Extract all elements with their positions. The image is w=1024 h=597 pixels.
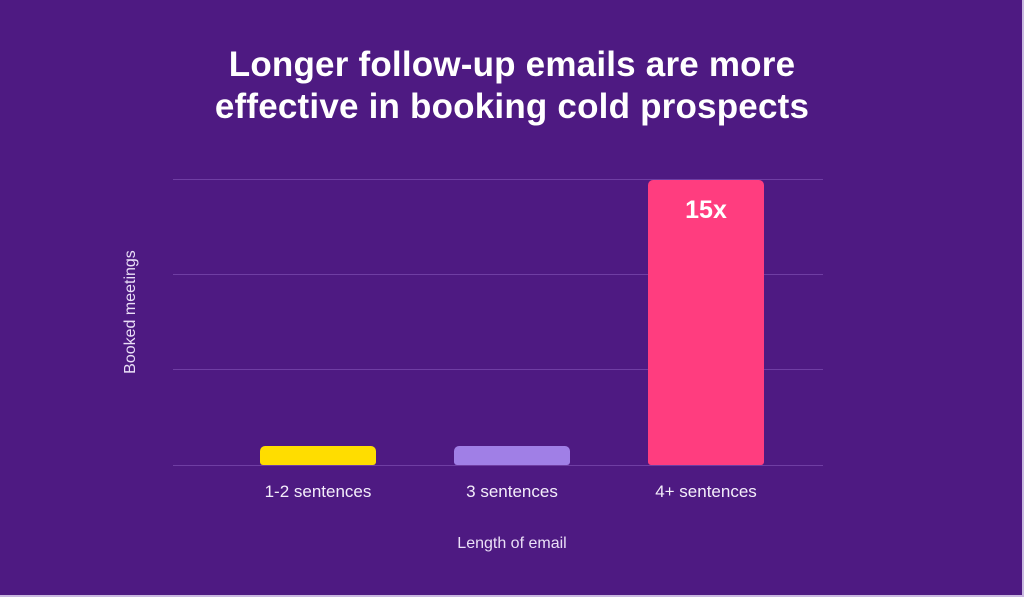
- chart-title: Longer follow-up emails are more effecti…: [0, 44, 1024, 128]
- bar-3-sentences: [454, 446, 570, 465]
- gridline: [173, 274, 823, 275]
- chart-title-line-1: Longer follow-up emails are more: [228, 45, 796, 84]
- bar-value-label: 15x: [685, 196, 727, 224]
- y-axis-label: Booked meetings: [122, 250, 139, 374]
- chart-title-line-2: effective in booking cold prospects: [214, 87, 810, 126]
- x-axis-baseline: [173, 465, 823, 466]
- x-tick-label: 1-2 sentences: [264, 482, 372, 501]
- bar-4-plus-sentences: 15x: [648, 180, 764, 465]
- x-axis-label: Length of email: [457, 535, 567, 552]
- gridline: [173, 179, 823, 180]
- x-tick-label: 4+ sentences: [655, 482, 757, 501]
- x-tick-label: 3 sentences: [466, 482, 558, 501]
- bar-1-2-sentences: [260, 446, 376, 465]
- gridline: [173, 369, 823, 370]
